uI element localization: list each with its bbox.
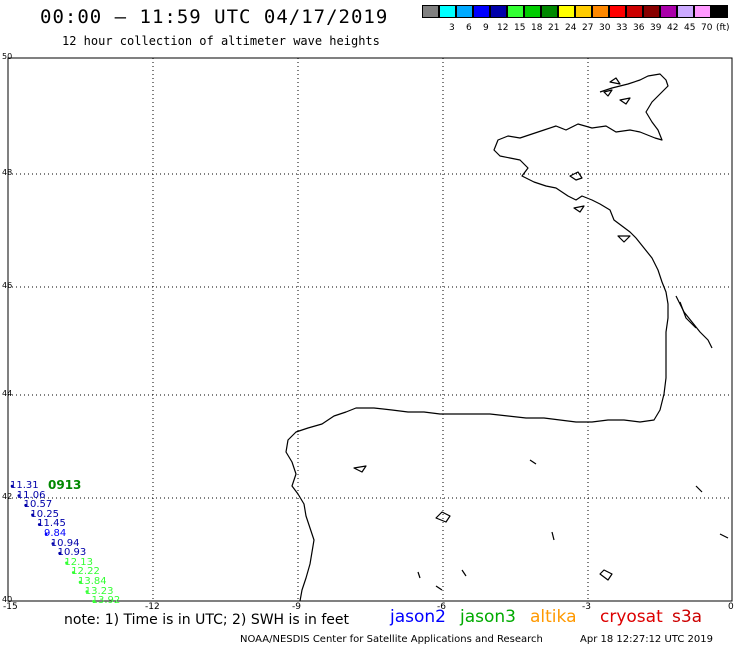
- track-reading: 10.94: [50, 537, 80, 549]
- track-reading: 10.57: [23, 499, 53, 511]
- track-point: [78, 580, 82, 584]
- track-reading: 11.06: [16, 489, 46, 501]
- track-point: [51, 542, 55, 545]
- track-point: [24, 503, 27, 507]
- track-reading: 10.93: [57, 547, 87, 559]
- lat-tick-44: 44: [2, 389, 13, 398]
- track-reading: 10.25: [30, 508, 60, 520]
- legend-label: 24: [565, 23, 577, 33]
- lon-tick-minus6: -6: [437, 602, 446, 612]
- legend-label: 45: [684, 23, 696, 33]
- track-reading: 13.84: [78, 576, 107, 587]
- legend-swatch: [456, 5, 473, 18]
- lat-tick-40: 40: [2, 595, 13, 604]
- legend-label: 6: [466, 23, 472, 33]
- legend-swatch: [422, 5, 439, 18]
- track-point: [71, 571, 75, 574]
- track-point: [31, 513, 34, 517]
- track-reading: 12.13: [64, 556, 94, 568]
- legend-label: 30: [599, 23, 611, 33]
- lat-tick-46: 46: [2, 281, 13, 290]
- legend-label: 70: [701, 23, 713, 33]
- lat-tick-42: 42: [2, 492, 13, 501]
- lon-tick-minus12: -12: [145, 602, 160, 612]
- legend-label: 3: [449, 23, 455, 33]
- legend-label: 15: [514, 23, 526, 33]
- plot-frame: [7, 57, 733, 602]
- altimeter-track: [10, 484, 95, 603]
- legend-swatch: [575, 5, 592, 18]
- legend-swatch: [694, 5, 711, 18]
- lat-tick-48: 48: [2, 168, 13, 177]
- lon-tick-minus3: -3: [582, 602, 591, 612]
- legend-label: 18: [531, 23, 543, 33]
- track-point: [37, 523, 41, 526]
- map-title: 00:00 – 11:59 UTC 04/17/2019: [40, 6, 389, 28]
- units-note: note: 1) Time is in UTC; 2) SWH is in fe…: [64, 612, 350, 628]
- legend-label: 21: [548, 23, 560, 33]
- track-reading: 13.92: [91, 595, 121, 607]
- track-reading: 12.22: [71, 566, 100, 578]
- legend-swatch: [626, 5, 643, 18]
- legend-label: 42: [667, 23, 679, 33]
- legend-swatch: [473, 5, 490, 18]
- legend-swatch: [541, 5, 558, 18]
- generated-timestamp: Apr 18 12:27:12 UTC 2019: [580, 634, 713, 645]
- lon-tick-minus15: -15: [3, 602, 18, 612]
- legend-label: 39: [650, 23, 662, 33]
- map-subtitle: 12 hour collection of altimeter wave hei…: [62, 34, 380, 48]
- track-reading: 11.45: [37, 518, 66, 530]
- lon-tick-0: 0: [728, 602, 734, 612]
- track-point: [44, 532, 48, 536]
- track-point: [17, 494, 21, 497]
- track-reading: 11.31: [10, 480, 39, 491]
- legend-swatch: [592, 5, 609, 18]
- track-time-label: 0913: [48, 478, 82, 492]
- track-point: [10, 484, 14, 488]
- legend-label: 36: [633, 23, 645, 33]
- lat-tick-50: 50: [2, 52, 13, 61]
- legend-label: 27: [582, 23, 594, 33]
- satellite-altika: altika: [530, 607, 577, 627]
- satellite-jason2: jason2: [390, 607, 446, 627]
- legend-swatch: [507, 5, 524, 18]
- legend-swatch: [609, 5, 626, 18]
- legend-label: 33: [616, 23, 628, 33]
- track-point: [65, 561, 68, 565]
- track-point: [85, 590, 89, 593]
- legend-swatch: [490, 5, 507, 18]
- legend-swatch: [558, 5, 575, 18]
- track-point: [58, 551, 61, 555]
- track-reading: 9.84: [44, 528, 67, 539]
- legend-swatch: [524, 5, 541, 18]
- credit-line: NOAA/NESDIS Center for Satellite Applica…: [240, 634, 543, 645]
- legend-label: 9: [483, 23, 489, 33]
- legend-swatch: [439, 5, 456, 18]
- satellite-jason3: jason3: [460, 607, 516, 627]
- track-reading: 13.23: [84, 585, 114, 597]
- coastline: [285, 73, 729, 602]
- satellite-s3a: s3a: [672, 607, 703, 627]
- grid-lines: [8, 58, 732, 601]
- track-point: [92, 599, 95, 603]
- legend-swatch: [643, 5, 660, 18]
- satellite-cryosat: cryosat: [600, 607, 663, 627]
- legend-label: 12: [497, 23, 509, 33]
- legend-swatch: [660, 5, 677, 18]
- legend-swatch: [677, 5, 694, 18]
- legend-unit: (ft): [716, 23, 730, 33]
- lon-tick-minus9: -9: [292, 602, 301, 612]
- legend-swatch: [711, 5, 728, 18]
